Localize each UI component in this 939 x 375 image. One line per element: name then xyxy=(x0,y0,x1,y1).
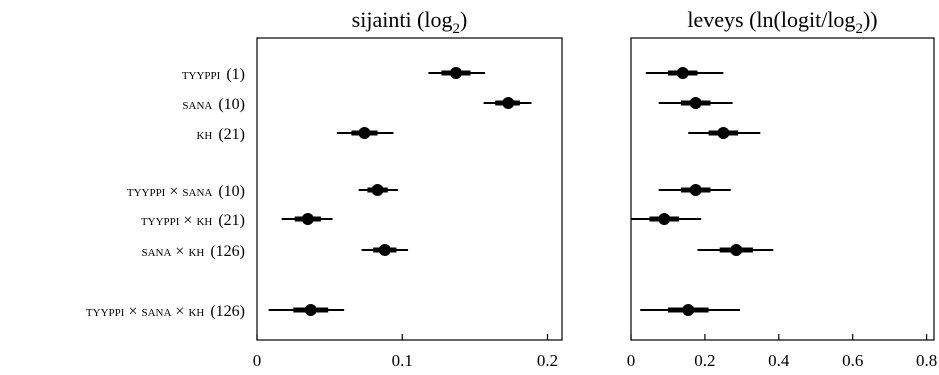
row-df-label: (21) xyxy=(218,126,245,143)
median-point xyxy=(676,67,689,79)
x-tick-label: 0.6 xyxy=(842,351,863,370)
median-point xyxy=(371,184,384,196)
row-term-label: tyyppi × kh xyxy=(141,212,212,229)
panel-title: leveys (ln(logit/log2)) xyxy=(687,7,877,37)
x-tick-label: 0 xyxy=(627,351,636,370)
median-point xyxy=(449,67,462,79)
panel-frame xyxy=(630,37,935,341)
median-point xyxy=(689,184,702,196)
median-point xyxy=(658,213,671,225)
row-df-label: (10) xyxy=(218,96,245,113)
panel-title: sijainti (log2) xyxy=(352,7,468,37)
row-df-label: (126) xyxy=(210,243,245,260)
row-labels: (1) tyyppi (10) sana (21) kh (10) tyyppi × sana… xyxy=(86,66,245,320)
x-tick-label: 0.2 xyxy=(694,351,715,370)
median-point xyxy=(358,127,371,139)
median-point xyxy=(304,304,317,316)
panel-leveys: leveys (ln(logit/log2)) 0 0.2 0.4 0.6 0.8 xyxy=(627,7,937,370)
row-term-label: tyyppi × sana × kh xyxy=(86,303,204,320)
x-tick-label: 0.8 xyxy=(916,351,937,370)
panel-sijainti: sijainti (log2) 0 0.1 0.2 xyxy=(253,7,563,370)
median-point xyxy=(717,127,730,139)
row-term-label: tyyppi × sana xyxy=(127,183,213,200)
row-term-label: kh xyxy=(196,126,212,143)
x-tick-label: 0.4 xyxy=(768,351,790,370)
median-point xyxy=(730,244,743,256)
row-df-label: (21) xyxy=(218,212,245,229)
row-df-label: (10) xyxy=(218,183,245,200)
row-term-label: sana xyxy=(182,96,212,113)
x-tick-label: 0.2 xyxy=(537,351,558,370)
row-df-label: (1) xyxy=(226,66,245,83)
median-point xyxy=(502,97,515,109)
x-tick-label: 0.1 xyxy=(392,351,413,370)
panel-frame xyxy=(256,37,563,341)
row-term-label: tyyppi xyxy=(182,66,221,83)
median-point xyxy=(682,304,695,316)
row-term-label: sana × kh xyxy=(141,243,204,260)
median-point xyxy=(689,97,702,109)
x-tick-label: 0 xyxy=(253,351,262,370)
row-df-label: (126) xyxy=(210,303,245,320)
median-point xyxy=(301,213,314,225)
median-point xyxy=(378,244,391,256)
